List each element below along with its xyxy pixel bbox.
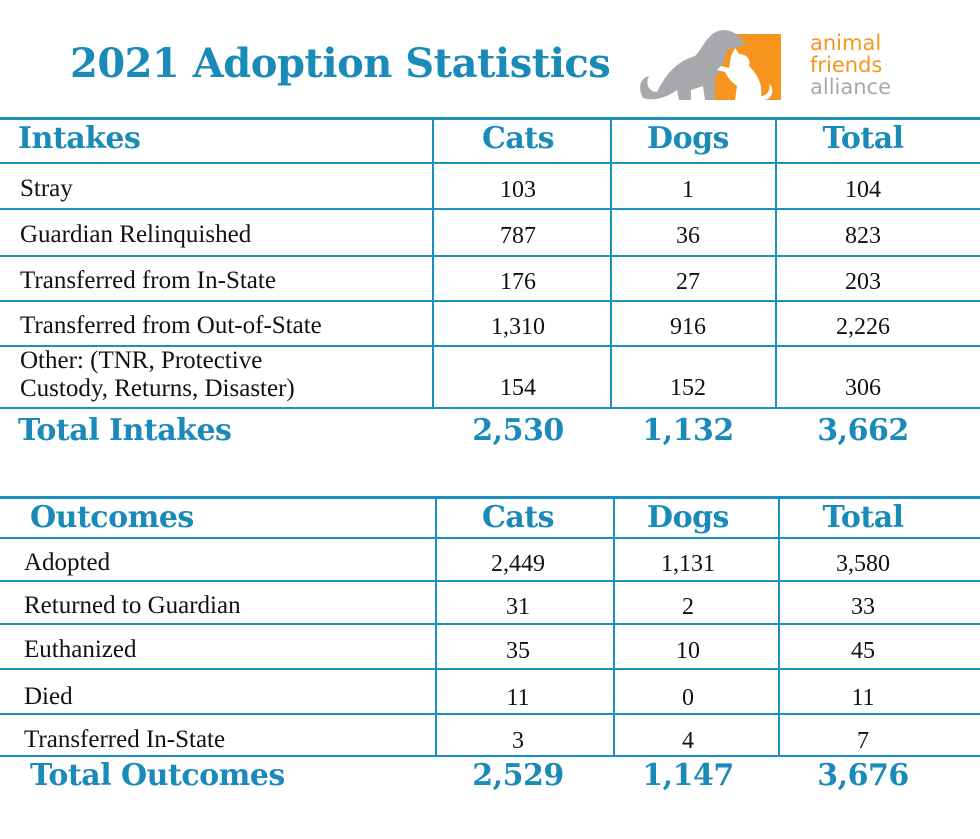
outcomes-row-label: Adopted bbox=[24, 549, 111, 576]
outcomes-dogs-value: 4 bbox=[682, 728, 694, 754]
intakes-row-divider bbox=[0, 345, 980, 347]
outcomes-row-divider bbox=[0, 580, 980, 582]
intakes-cats-value: 176 bbox=[500, 269, 536, 295]
outcomes-total-label: Total Outcomes bbox=[30, 758, 285, 793]
logo-text-alliance: alliance bbox=[810, 75, 892, 99]
outcomes-column-divider bbox=[613, 496, 615, 755]
dog-cat-logo-icon bbox=[640, 30, 781, 100]
intakes-total-total: 3,662 bbox=[817, 413, 909, 448]
intakes-total-value: 2,226 bbox=[836, 314, 890, 340]
intakes-row-label: Transferred from Out-of-State bbox=[20, 312, 322, 339]
intakes-total-label: Total Intakes bbox=[18, 413, 232, 448]
intakes-dogs-value: 916 bbox=[670, 314, 706, 340]
intakes-row-label: Guardian Relinquished bbox=[20, 221, 252, 248]
outcomes-row-label: Euthanized bbox=[24, 636, 137, 663]
intakes-row-divider bbox=[0, 162, 980, 164]
intakes-cats-value: 154 bbox=[500, 375, 536, 401]
outcomes-row-divider bbox=[0, 537, 980, 539]
outcomes-row-label: Returned to Guardian bbox=[24, 592, 241, 619]
outcomes-header-dogs: Dogs bbox=[647, 500, 729, 535]
outcomes-row-divider bbox=[0, 623, 980, 625]
outcomes-row-label: Died bbox=[24, 683, 73, 710]
outcomes-cats-value: 3 bbox=[512, 728, 524, 754]
outcomes-column-divider bbox=[435, 496, 437, 755]
outcomes-total-total: 3,676 bbox=[817, 758, 909, 793]
intakes-total-cats: 2,530 bbox=[472, 413, 564, 448]
outcomes-dogs-value: 2 bbox=[682, 594, 694, 620]
intakes-dogs-value: 1 bbox=[682, 177, 694, 203]
intakes-dogs-value: 27 bbox=[676, 269, 700, 295]
intakes-column-divider bbox=[775, 117, 777, 407]
intakes-cats-value: 1,310 bbox=[491, 314, 545, 340]
page-title: 2021 Adoption Statistics bbox=[70, 40, 611, 87]
outcomes-dogs-value: 10 bbox=[676, 638, 700, 664]
intakes-row-divider bbox=[0, 255, 980, 257]
intakes-total-value: 823 bbox=[845, 223, 881, 249]
outcomes-row-divider bbox=[0, 755, 980, 757]
outcomes-column-divider bbox=[778, 496, 780, 755]
outcomes-row-divider bbox=[0, 713, 980, 715]
intakes-row-divider bbox=[0, 407, 980, 409]
outcomes-cats-value: 35 bbox=[506, 638, 530, 664]
intakes-column-divider bbox=[610, 117, 612, 407]
outcomes-row-divider bbox=[0, 496, 980, 499]
outcomes-dogs-value: 0 bbox=[682, 685, 694, 711]
intakes-dogs-value: 152 bbox=[670, 375, 706, 401]
outcomes-header-cats: Cats bbox=[481, 500, 555, 535]
intakes-header-total: Total bbox=[822, 121, 904, 156]
outcomes-total-dogs: 1,147 bbox=[642, 758, 734, 793]
intakes-header-label: Intakes bbox=[18, 121, 141, 156]
outcomes-total-value: 7 bbox=[857, 728, 869, 754]
intakes-column-divider bbox=[432, 117, 434, 407]
outcomes-cats-value: 31 bbox=[506, 594, 530, 620]
intakes-row-divider bbox=[0, 208, 980, 210]
outcomes-header-label: Outcomes bbox=[30, 500, 194, 535]
outcomes-cats-value: 11 bbox=[506, 685, 530, 711]
intakes-cats-value: 103 bbox=[500, 177, 536, 203]
outcomes-total-cats: 2,529 bbox=[472, 758, 564, 793]
intakes-cats-value: 787 bbox=[500, 223, 536, 249]
intakes-row-label: Transferred from In-State bbox=[20, 267, 276, 294]
intakes-header-cats: Cats bbox=[481, 121, 555, 156]
logo-text-animal: animal bbox=[810, 31, 882, 55]
outcomes-total-value: 11 bbox=[851, 685, 875, 711]
logo-text-friends: friends bbox=[810, 53, 883, 77]
intakes-total-dogs: 1,132 bbox=[642, 413, 734, 448]
outcomes-row-label: Transferred In-State bbox=[24, 726, 226, 753]
outcomes-total-value: 33 bbox=[851, 594, 875, 620]
outcomes-total-value: 45 bbox=[851, 638, 875, 664]
intakes-row-divider bbox=[0, 300, 980, 302]
intakes-row-label: Stray bbox=[20, 175, 73, 202]
outcomes-header-total: Total bbox=[822, 500, 904, 535]
outcomes-dogs-value: 1,131 bbox=[661, 551, 715, 577]
intakes-row-divider bbox=[0, 117, 980, 120]
intakes-row-label: Other: (TNR, Protective Custody, Returns… bbox=[20, 347, 295, 402]
intakes-header-dogs: Dogs bbox=[647, 121, 729, 156]
intakes-total-value: 306 bbox=[845, 375, 881, 401]
intakes-total-value: 203 bbox=[845, 269, 881, 295]
intakes-dogs-value: 36 bbox=[676, 223, 700, 249]
outcomes-total-value: 3,580 bbox=[836, 551, 890, 577]
outcomes-cats-value: 2,449 bbox=[491, 551, 545, 577]
intakes-total-value: 104 bbox=[845, 177, 881, 203]
outcomes-row-divider bbox=[0, 668, 980, 670]
animal-friends-alliance-logo: animal friends alliance bbox=[635, 26, 895, 106]
